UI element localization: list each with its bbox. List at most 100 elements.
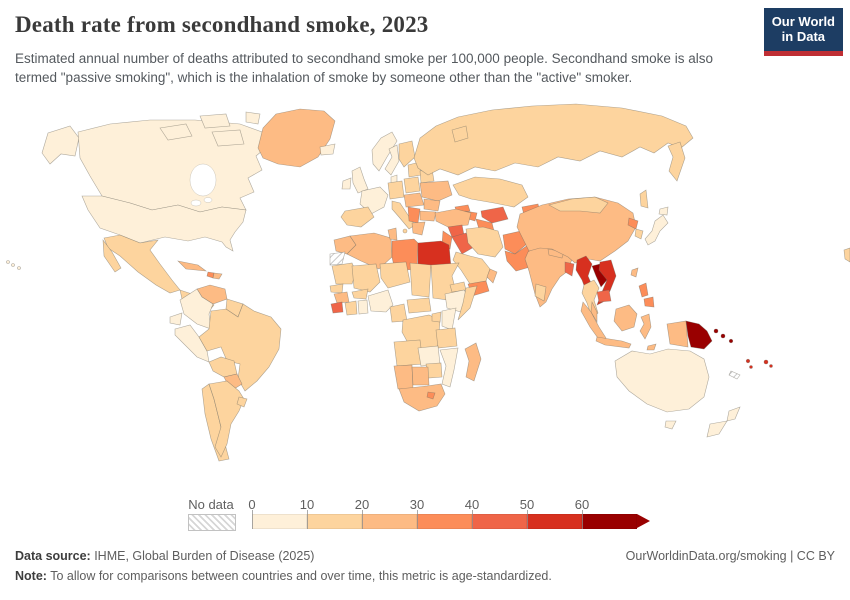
country-iceland[interactable] (319, 143, 336, 156)
country-south-africa[interactable] (398, 383, 446, 412)
country-java[interactable] (595, 336, 632, 349)
country-bangladesh[interactable] (564, 261, 575, 277)
country-madagascar[interactable] (464, 342, 482, 382)
country-mexico[interactable] (103, 234, 181, 294)
country-solomon-islands[interactable] (720, 333, 726, 339)
country-solomon-islands[interactable] (713, 328, 719, 334)
country-uruguay[interactable] (236, 396, 248, 408)
country-tanzania[interactable] (435, 327, 458, 349)
country-philippines[interactable] (643, 296, 655, 308)
country-arctic-islands[interactable] (159, 123, 193, 141)
country-namibia[interactable] (393, 364, 414, 390)
country-russia[interactable] (413, 103, 694, 176)
country-alaska[interactable] (41, 125, 80, 165)
legend-bin-20-30[interactable] (362, 514, 417, 529)
country-guinea[interactable] (333, 291, 350, 304)
country-cameroon[interactable] (389, 303, 408, 323)
country-argentina[interactable] (208, 380, 245, 458)
country-malaysia[interactable] (590, 300, 598, 324)
country-hawaii[interactable] (17, 266, 21, 270)
country-vanuatu[interactable] (749, 365, 753, 369)
country-poland[interactable] (403, 176, 421, 194)
country-timor[interactable] (646, 343, 657, 351)
country-dominican-republic[interactable] (212, 272, 223, 280)
country-australia[interactable] (664, 420, 677, 430)
country-brazil[interactable] (198, 303, 282, 392)
country-papua-new-guinea[interactable] (685, 320, 713, 350)
country-sierra-leone[interactable] (330, 301, 344, 314)
country-australia[interactable] (614, 348, 710, 413)
country-borneo[interactable] (613, 304, 638, 332)
legend-bin-60+[interactable] (582, 514, 637, 529)
legend-bin-40-50[interactable] (472, 514, 527, 529)
country-sweden[interactable] (384, 144, 400, 176)
country-colombia[interactable] (179, 288, 214, 330)
country-new-zealand[interactable] (726, 406, 741, 422)
country-bulgaria[interactable] (419, 210, 437, 222)
country-hawaii[interactable] (6, 260, 10, 264)
country-tunisia[interactable] (387, 227, 398, 241)
country-japan[interactable] (658, 206, 669, 216)
country-germany[interactable] (387, 180, 405, 200)
country-russia[interactable] (667, 141, 686, 182)
country-ireland[interactable] (341, 177, 352, 190)
country-algeria[interactable] (346, 232, 393, 270)
country-fiji[interactable] (763, 359, 769, 365)
country-oman[interactable] (486, 268, 498, 284)
country-chad[interactable] (409, 262, 432, 298)
legend-no-data-swatch[interactable] (188, 514, 236, 531)
country-ecuador[interactable] (169, 312, 183, 326)
country-cambodia[interactable] (596, 289, 612, 303)
legend-bin-10-20[interactable] (307, 514, 362, 529)
country-vanuatu[interactable] (745, 358, 751, 364)
country-romania[interactable] (423, 198, 441, 212)
country-solomon-islands[interactable] (728, 338, 734, 344)
country-italy[interactable] (402, 228, 408, 234)
country-mali[interactable] (351, 263, 381, 293)
country-laos[interactable] (591, 263, 608, 288)
country-uzbekistan[interactable] (480, 206, 509, 224)
country-western-sahara[interactable] (329, 251, 346, 266)
country-new-zealand[interactable] (706, 420, 728, 438)
country-south-korea[interactable] (634, 228, 644, 240)
country-central-europe[interactable] (403, 192, 425, 208)
country-iberia[interactable] (340, 206, 375, 228)
country-sulawesi[interactable] (639, 313, 652, 340)
country-mexico[interactable] (102, 239, 122, 273)
country-arctic-islands[interactable] (211, 129, 245, 147)
country-car[interactable] (406, 297, 432, 314)
country-burkina-faso[interactable] (351, 288, 369, 300)
country-botswana[interactable] (411, 366, 430, 386)
country-balkans[interactable] (407, 206, 421, 224)
legend-bin-50-60[interactable] (527, 514, 582, 529)
country-new-caledonia[interactable] (728, 370, 741, 380)
country-finland[interactable] (398, 140, 416, 168)
legend-no-data[interactable]: No data (188, 497, 236, 531)
country-sakhalin[interactable] (639, 189, 649, 209)
country-greece[interactable] (411, 221, 426, 236)
country-iran[interactable] (465, 226, 504, 258)
country-nigeria[interactable] (367, 289, 394, 313)
country-senegal[interactable] (329, 283, 344, 294)
country-saudi-arabia[interactable] (452, 251, 491, 285)
country-niger[interactable] (379, 261, 411, 289)
country-russia[interactable] (843, 247, 850, 263)
owid-logo[interactable]: Our World in Data (763, 8, 843, 56)
country-kazakhstan[interactable] (452, 176, 529, 208)
country-philippines[interactable] (638, 282, 649, 298)
country-ivory-coast[interactable] (344, 300, 358, 316)
country-sri-lanka[interactable] (534, 283, 547, 302)
country-arctic-islands[interactable] (199, 113, 231, 129)
country-mozambique[interactable] (439, 347, 459, 388)
country-uganda[interactable] (431, 311, 442, 323)
legend-bin-30-40[interactable] (417, 514, 472, 529)
country-uk[interactable] (351, 166, 369, 194)
country-ghana[interactable] (357, 299, 369, 315)
country-greenland[interactable] (257, 108, 336, 168)
country-somalia[interactable] (457, 285, 478, 321)
country-novaya-zemlya[interactable] (451, 125, 469, 143)
country-cuba[interactable] (177, 260, 208, 272)
country-taiwan[interactable] (630, 267, 639, 278)
country-ukraine[interactable] (419, 180, 453, 202)
country-hawaii[interactable] (11, 263, 15, 267)
